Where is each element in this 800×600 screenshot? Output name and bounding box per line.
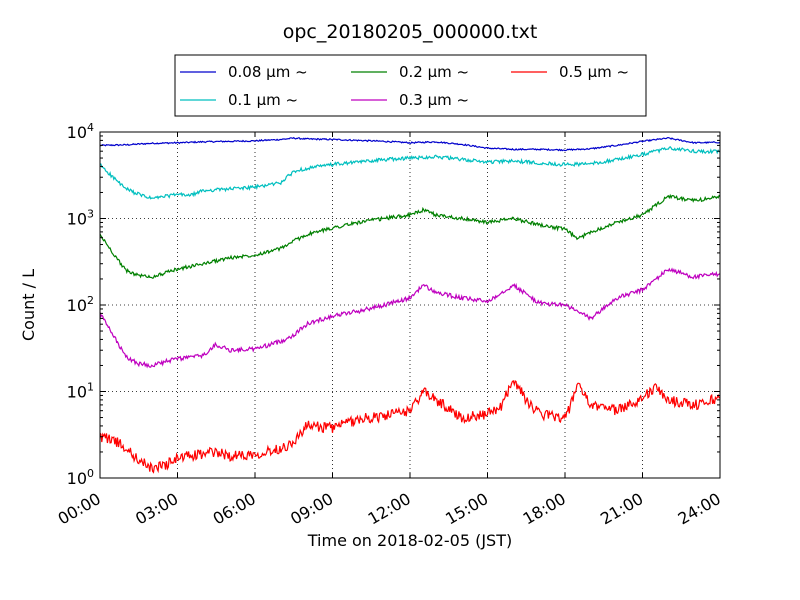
- series-line-4: [99, 380, 721, 474]
- series-layer: [99, 136, 721, 474]
- series-line-0: [99, 136, 721, 152]
- y-tick-label: 100: [67, 467, 94, 488]
- x-axis-label: Time on 2018-02-05 (JST): [307, 531, 512, 550]
- chart-title: opc_20180205_000000.txt: [283, 21, 538, 43]
- x-tick-label: 18:00: [520, 489, 569, 529]
- y-tick-label: 103: [67, 208, 94, 229]
- grid-lines: [100, 132, 720, 478]
- x-tick-label: 03:00: [132, 489, 181, 529]
- series-line-1: [99, 146, 721, 200]
- y-tick-label: 102: [67, 294, 94, 315]
- x-tick-label: 21:00: [597, 489, 646, 529]
- legend-label: 0.5 μm ~: [559, 63, 629, 81]
- x-tick-label: 00:00: [55, 489, 104, 529]
- legend-label: 0.3 μm ~: [399, 91, 469, 109]
- y-tick-label: 101: [67, 381, 94, 402]
- x-tick-label: 15:00: [442, 489, 491, 529]
- y-axis-ticks: 100 101 102 103 104: [67, 121, 720, 488]
- x-tick-label: 09:00: [287, 489, 336, 529]
- legend-label: 0.2 μm ~: [399, 63, 469, 81]
- x-tick-label: 12:00: [365, 489, 414, 529]
- legend-box: [174, 54, 647, 117]
- x-tick-label: 24:00: [675, 489, 724, 529]
- y-tick-label: 104: [67, 121, 94, 142]
- legend-label: 0.08 μm ~: [228, 63, 308, 81]
- y-axis-label: Count / L: [19, 269, 38, 341]
- legend-label: 0.1 μm ~: [228, 91, 298, 109]
- series-line-2: [99, 193, 721, 279]
- series-line-3: [99, 267, 721, 369]
- x-axis-ticks: 00:00 03:00 06:00 09:00 12:00 15:00 18:00 21:00…: [55, 132, 724, 529]
- legend: 0.08 μm ~ 0.1 μm ~ 0.2 μm ~ 0.3 μm ~ 0.5 μm …: [174, 54, 647, 117]
- x-tick-label: 06:00: [210, 489, 259, 529]
